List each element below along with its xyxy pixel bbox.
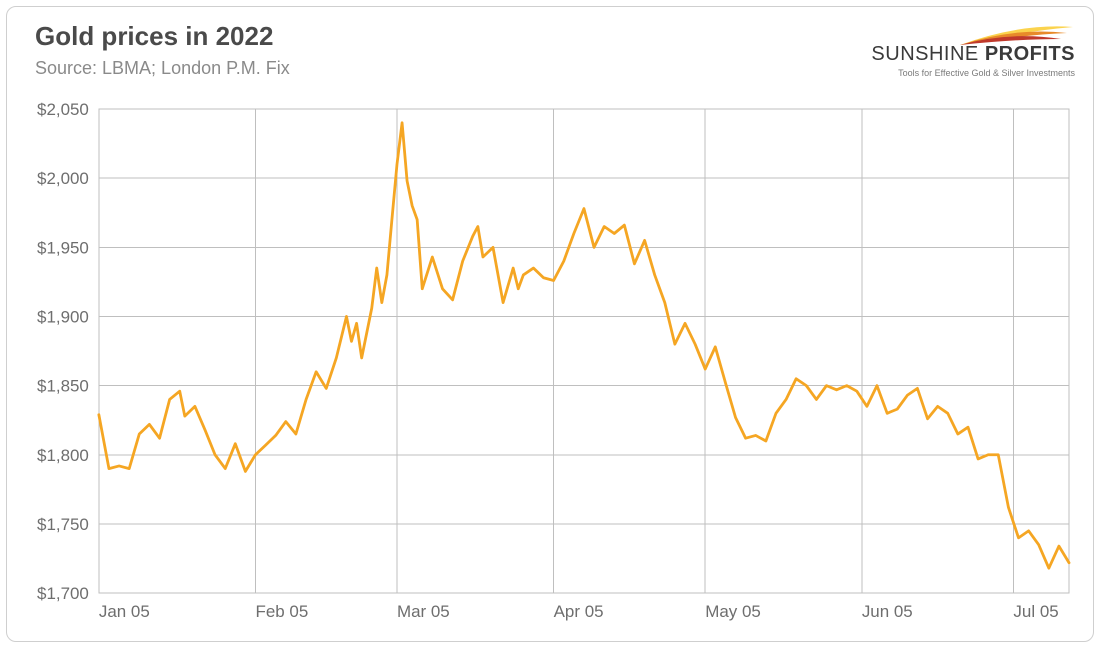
- logo-tagline: Tools for Effective Gold & Silver Invest…: [835, 68, 1075, 78]
- y-tick-label: $1,800: [37, 446, 89, 465]
- y-tick-label: $1,850: [37, 377, 89, 396]
- x-tick-label: Jul 05: [1013, 602, 1058, 621]
- x-tick-label: May 05: [705, 602, 761, 621]
- logo-swoosh-icon: [955, 19, 1075, 49]
- y-tick-label: $1,900: [37, 307, 89, 326]
- gold-price-series: [99, 123, 1069, 568]
- chart-card: Gold prices in 2022 Source: LBMA; London…: [6, 6, 1094, 642]
- chart-area: $1,700 $1,750 $1,800 $1,850 $1,900 $1,950 $2,0…: [27, 101, 1077, 627]
- y-tick-label: $1,750: [37, 515, 89, 534]
- x-tick-label: Mar 05: [397, 602, 450, 621]
- y-tick-label: $1,950: [37, 238, 89, 257]
- x-tick-label: Feb 05: [256, 602, 309, 621]
- y-tick-label: $2,050: [37, 101, 89, 119]
- x-tick-label: Jan 05: [99, 602, 150, 621]
- y-tick-label: $1,700: [37, 584, 89, 603]
- x-tick-label: Apr 05: [554, 602, 604, 621]
- y-tick-label: $2,000: [37, 169, 89, 188]
- brand-logo: SUNSHINE PROFITS Tools for Effective Gol…: [835, 17, 1075, 87]
- x-tick-label: Jun 05: [862, 602, 913, 621]
- line-chart: $1,700 $1,750 $1,800 $1,850 $1,900 $1,950 $2,0…: [27, 101, 1077, 627]
